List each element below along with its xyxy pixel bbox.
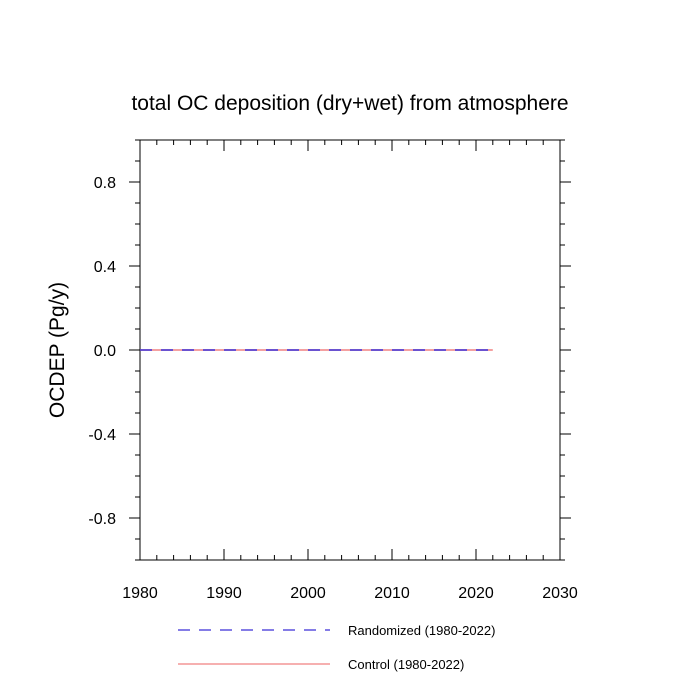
y-tick-label: 0.0	[94, 343, 116, 360]
x-tick-label: 2020	[458, 585, 494, 602]
x-tick-labels: 1980 1990 2000 2010 2020 2030	[122, 585, 578, 602]
legend: Randomized (1980-2022) Control (1980-2022…	[178, 623, 495, 672]
y-axis-label: OCDEP (Pg/y)	[46, 282, 69, 418]
legend-label: Randomized (1980-2022)	[348, 623, 495, 638]
y-tick-label: 0.4	[94, 259, 116, 276]
chart-title: total OC deposition (dry+wet) from atmos…	[131, 92, 568, 115]
x-tick-label: 2000	[290, 585, 326, 602]
major-ticks	[129, 140, 571, 560]
y-tick-label: -0.8	[88, 511, 116, 528]
x-tick-label: 1980	[122, 585, 158, 602]
minor-ticks	[135, 139, 565, 561]
y-tick-labels: -0.8 -0.4 0.0 0.4 0.8	[88, 175, 116, 528]
y-tick-label: 0.8	[94, 175, 116, 192]
y-tick-label: -0.4	[88, 427, 116, 444]
x-tick-label: 1990	[206, 585, 242, 602]
x-tick-label: 2010	[374, 585, 410, 602]
legend-label: Control (1980-2022)	[348, 657, 464, 672]
x-tick-label: 2030	[542, 585, 578, 602]
